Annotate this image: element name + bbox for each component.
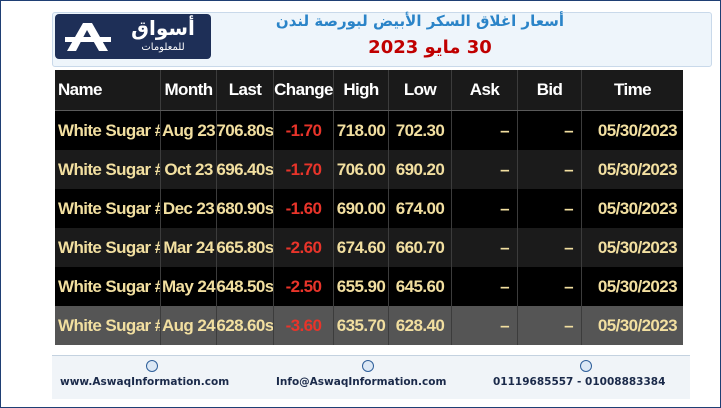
phone-icon bbox=[580, 360, 592, 372]
cell-ask: – bbox=[452, 306, 518, 345]
table-row: White Sugar #5 Dec 23 680.90s -1.60 690.… bbox=[55, 189, 683, 228]
cell-last: 706.80s bbox=[217, 111, 274, 150]
cell-month: Dec 23 bbox=[161, 189, 217, 228]
cell-ask: – bbox=[452, 267, 518, 306]
cell-bid: – bbox=[518, 228, 582, 267]
logo-subtext: للمعلومات bbox=[141, 42, 185, 53]
cell-change: -1.70 bbox=[274, 150, 334, 189]
logo-a-icon bbox=[65, 23, 111, 51]
cell-high: 655.90 bbox=[334, 267, 389, 306]
cell-month: May 24 bbox=[161, 267, 217, 306]
cell-low: 674.00 bbox=[389, 189, 452, 228]
cell-name: White Sugar #5 bbox=[55, 150, 161, 189]
cell-low: 628.40 bbox=[389, 306, 452, 345]
price-table: Name Month Last Change High Low Ask Bid … bbox=[55, 70, 683, 345]
email-icon bbox=[362, 360, 374, 372]
table-header-row: Name Month Last Change High Low Ask Bid … bbox=[55, 70, 683, 111]
cell-month: Mar 24 bbox=[161, 228, 217, 267]
globe-icon bbox=[146, 360, 158, 372]
cell-last: 628.60s bbox=[217, 306, 274, 345]
cell-time: 05/30/2023 bbox=[597, 237, 678, 257]
cell-high: 690.00 bbox=[334, 189, 389, 228]
report-date: 30 مايو 2023 bbox=[368, 37, 492, 58]
column-header-ask: Ask bbox=[452, 70, 518, 110]
cell-time: 05/30/2023 bbox=[597, 276, 678, 296]
cell-name: White Sugar #5 bbox=[55, 267, 161, 306]
column-header-high: High bbox=[334, 70, 389, 110]
cell-last: 680.90s bbox=[217, 189, 274, 228]
cell-ask: – bbox=[452, 228, 518, 267]
cell-bid: – bbox=[518, 189, 582, 228]
cell-last: 648.50s bbox=[217, 267, 274, 306]
aswaq-logo: أسواق للمعلومات bbox=[55, 14, 211, 59]
cell-high: 706.00 bbox=[334, 150, 389, 189]
cell-bid: – bbox=[518, 111, 582, 150]
cell-low: 660.70 bbox=[389, 228, 452, 267]
cell-bid: – bbox=[518, 267, 582, 306]
cell-high: 674.60 bbox=[334, 228, 389, 267]
column-header-month: Month bbox=[161, 70, 217, 110]
contact-footer: www.AswaqInformation.com Info@AswaqInfor… bbox=[52, 355, 690, 399]
cell-ask: – bbox=[452, 189, 518, 228]
cell-month: Aug 24 bbox=[161, 306, 217, 345]
cell-change: -3.60 bbox=[274, 306, 334, 345]
cell-ask: – bbox=[452, 150, 518, 189]
column-header-name: Name bbox=[55, 70, 161, 110]
cell-name: White Sugar #5 bbox=[55, 228, 161, 267]
cell-time: 05/30/2023 bbox=[597, 120, 678, 140]
cell-time: 05/30/2023 bbox=[597, 198, 678, 218]
logo-text: أسواق bbox=[131, 16, 195, 40]
cell-low: 645.60 bbox=[389, 267, 452, 306]
cell-bid: – bbox=[518, 150, 582, 189]
column-header-bid: Bid bbox=[518, 70, 582, 110]
cell-last: 696.40s bbox=[217, 150, 274, 189]
cell-high: 718.00 bbox=[334, 111, 389, 150]
page-title: أسعار اغلاق السكر الأبيض لبورصة لندن bbox=[275, 12, 565, 30]
table-row: White Sugar #5 Aug 23 706.80s -1.70 718.… bbox=[55, 111, 683, 150]
website-link[interactable]: www.AswaqInformation.com bbox=[60, 376, 230, 388]
cell-change: -1.70 bbox=[274, 111, 334, 150]
cell-name: White Sugar #5 bbox=[55, 111, 161, 150]
cell-month: Aug 23 bbox=[161, 111, 217, 150]
table-row: White Sugar #5 Oct 23 696.40s -1.70 706.… bbox=[55, 150, 683, 189]
email-link[interactable]: Info@AswaqInformation.com bbox=[276, 376, 447, 388]
column-header-time: Time bbox=[614, 80, 652, 99]
cell-change: -2.50 bbox=[274, 267, 334, 306]
cell-name: White Sugar #5 bbox=[55, 306, 161, 345]
column-header-last: Last bbox=[217, 70, 274, 110]
cell-change: -1.60 bbox=[274, 189, 334, 228]
cell-low: 690.20 bbox=[389, 150, 452, 189]
cell-name: White Sugar #5 bbox=[55, 189, 161, 228]
phone-numbers: 01119685557 - 01008883384 bbox=[493, 376, 666, 388]
column-header-change: Change bbox=[274, 70, 334, 110]
table-row-highlighted: White Sugar #5 Aug 24 628.60s -3.60 635.… bbox=[55, 306, 683, 345]
column-header-low: Low bbox=[389, 70, 452, 110]
cell-ask: – bbox=[452, 111, 518, 150]
cell-time: 05/30/2023 bbox=[597, 315, 678, 335]
cell-bid: – bbox=[518, 306, 582, 345]
table-row: White Sugar #5 May 24 648.50s -2.50 655.… bbox=[55, 267, 683, 306]
cell-change: -2.60 bbox=[274, 228, 334, 267]
table-row: White Sugar #5 Mar 24 665.80s -2.60 674.… bbox=[55, 228, 683, 267]
cell-low: 702.30 bbox=[389, 111, 452, 150]
cell-time: 05/30/2023 bbox=[597, 159, 678, 179]
cell-high: 635.70 bbox=[334, 306, 389, 345]
cell-month: Oct 23 bbox=[161, 150, 217, 189]
cell-last: 665.80s bbox=[217, 228, 274, 267]
